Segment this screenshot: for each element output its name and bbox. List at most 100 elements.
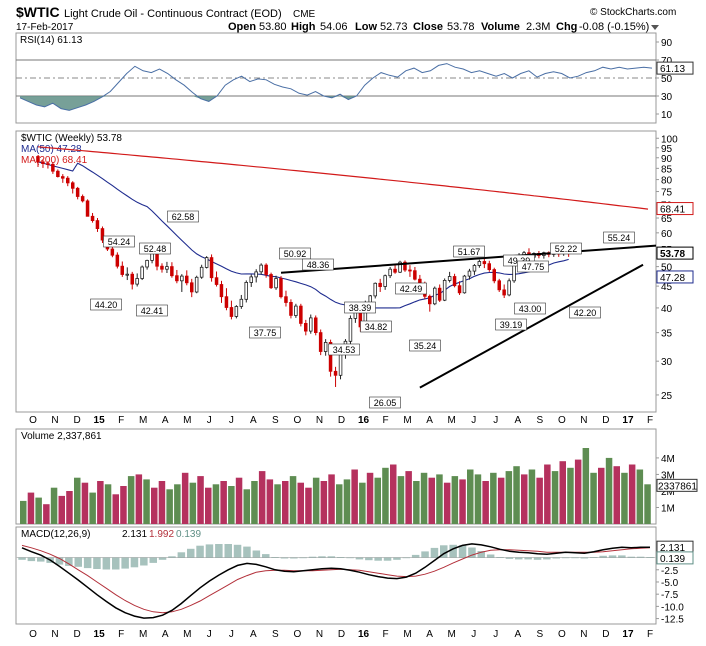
macd-histogram-bar xyxy=(505,557,514,559)
volume-bar xyxy=(328,474,335,524)
price-tick-label: 60 xyxy=(661,229,673,240)
candle-body xyxy=(120,265,125,275)
macd-hist-last-label: 0.139 xyxy=(660,554,685,565)
x-tick-label: O xyxy=(558,629,566,640)
volume-bar xyxy=(312,477,320,524)
volume-bar xyxy=(505,471,513,524)
triangle-down-icon[interactable] xyxy=(651,25,659,30)
candle-body xyxy=(100,228,105,241)
candle-body xyxy=(284,296,288,303)
candle-body xyxy=(184,275,189,284)
candle-body xyxy=(194,276,199,293)
macd-histogram-bar xyxy=(252,550,261,558)
volume-bar xyxy=(289,476,297,524)
x-tick-label: O xyxy=(294,415,302,426)
candle-body xyxy=(199,266,204,278)
candle-body xyxy=(269,274,273,289)
x-tick-label: J xyxy=(493,415,498,426)
volume-bar xyxy=(127,476,135,524)
price-annotation-label: 42.41 xyxy=(141,306,164,316)
x-tick-label: A xyxy=(250,629,257,640)
volume-bar xyxy=(81,482,89,524)
candle-body xyxy=(214,277,219,285)
rsi-last-label: 61.13 xyxy=(660,64,685,75)
x-tick-label: M xyxy=(403,415,411,426)
volume-bar xyxy=(397,476,405,524)
candle-body xyxy=(95,220,100,230)
low-value: 52.73 xyxy=(380,21,408,33)
volume-bar xyxy=(120,486,127,524)
price-annotation-box xyxy=(344,301,376,314)
x-tick-label: S xyxy=(536,415,543,426)
volume-bar xyxy=(590,472,597,524)
macd-histogram-bar xyxy=(308,556,317,558)
price-annotation-box xyxy=(139,242,171,255)
price-annotation-box xyxy=(409,339,441,352)
macd-histogram-bar xyxy=(383,557,392,561)
x-tick-label: J xyxy=(471,415,476,426)
candle-body xyxy=(180,275,184,282)
macd-tick-label: -5.0 xyxy=(661,578,679,589)
macd-histogram-bar xyxy=(618,555,626,558)
price-annotation-box xyxy=(136,304,168,317)
x-tick-label: A xyxy=(514,415,521,426)
candle-body xyxy=(333,370,338,376)
x-tick-label: M xyxy=(448,415,456,426)
x-tick-label: S xyxy=(272,415,279,426)
volume-bar xyxy=(174,484,181,524)
macd-histogram-bar xyxy=(599,555,607,558)
candle-body xyxy=(462,275,467,294)
price-annotation-label: 44.20 xyxy=(95,300,118,310)
rsi-last-box xyxy=(656,61,694,75)
rsi-panel: RSI(14) 61.13 10 30 50 70 90 61.13 xyxy=(15,32,694,124)
macd-histogram-bar xyxy=(590,557,598,558)
volume-bar xyxy=(628,464,636,524)
price-tick-label: 75 xyxy=(661,188,673,199)
price-annotation-box xyxy=(249,326,281,339)
x-tick-label: M xyxy=(183,415,191,426)
x-tick-label: M xyxy=(448,629,456,640)
price-tick-label: 40 xyxy=(661,304,673,315)
candle-body xyxy=(313,317,318,333)
macd-histogram-bar xyxy=(543,557,551,560)
macd-histogram-bar xyxy=(402,557,410,559)
price-tick-label: 25 xyxy=(661,391,673,402)
macd-histogram-bar xyxy=(271,557,279,558)
copyright-label: © StockCharts.com xyxy=(590,7,676,18)
candle-body xyxy=(85,200,90,217)
volume-last-box xyxy=(656,478,698,492)
price-annotation-box xyxy=(103,235,135,248)
price-annotation-box xyxy=(328,343,360,356)
macd-legend-value: 2.131 xyxy=(122,529,147,540)
chart-header: $WTIC Light Crude Oil - Continuous Contr… xyxy=(16,4,676,33)
price-annotation-label: 34.82 xyxy=(365,322,388,332)
volume-bar xyxy=(50,487,58,524)
macd-histogram-bar xyxy=(449,544,457,558)
candle-body xyxy=(130,273,134,285)
price-annotation-box xyxy=(569,306,601,319)
exchange-label: CME xyxy=(293,9,316,20)
candle-body xyxy=(289,301,293,316)
volume-bar xyxy=(27,492,35,524)
high-key: High xyxy=(291,21,316,33)
close-key: Close xyxy=(413,21,443,33)
volume-bar xyxy=(212,484,220,524)
x-tick-label: J xyxy=(471,629,476,640)
candle-body xyxy=(204,257,209,268)
macd-histogram-bar xyxy=(18,557,26,560)
volume-bar xyxy=(135,474,143,524)
ma200-line xyxy=(37,146,649,210)
x-tick-label: O xyxy=(29,415,37,426)
candle-body xyxy=(378,282,382,287)
candle-body xyxy=(328,341,333,372)
volume-bar xyxy=(536,477,543,524)
macd-histogram-bar xyxy=(327,556,336,558)
macd-tick-label: -2.5 xyxy=(661,566,679,577)
x-tick-label: F xyxy=(118,629,124,640)
candle-body xyxy=(244,281,248,300)
macd-histogram-bar xyxy=(27,557,36,562)
volume-bar xyxy=(189,482,197,524)
price-annotation-label: 47.75 xyxy=(522,262,545,272)
price-annotation-label: 52.48 xyxy=(144,244,167,254)
x-tick-label: A xyxy=(162,415,169,426)
